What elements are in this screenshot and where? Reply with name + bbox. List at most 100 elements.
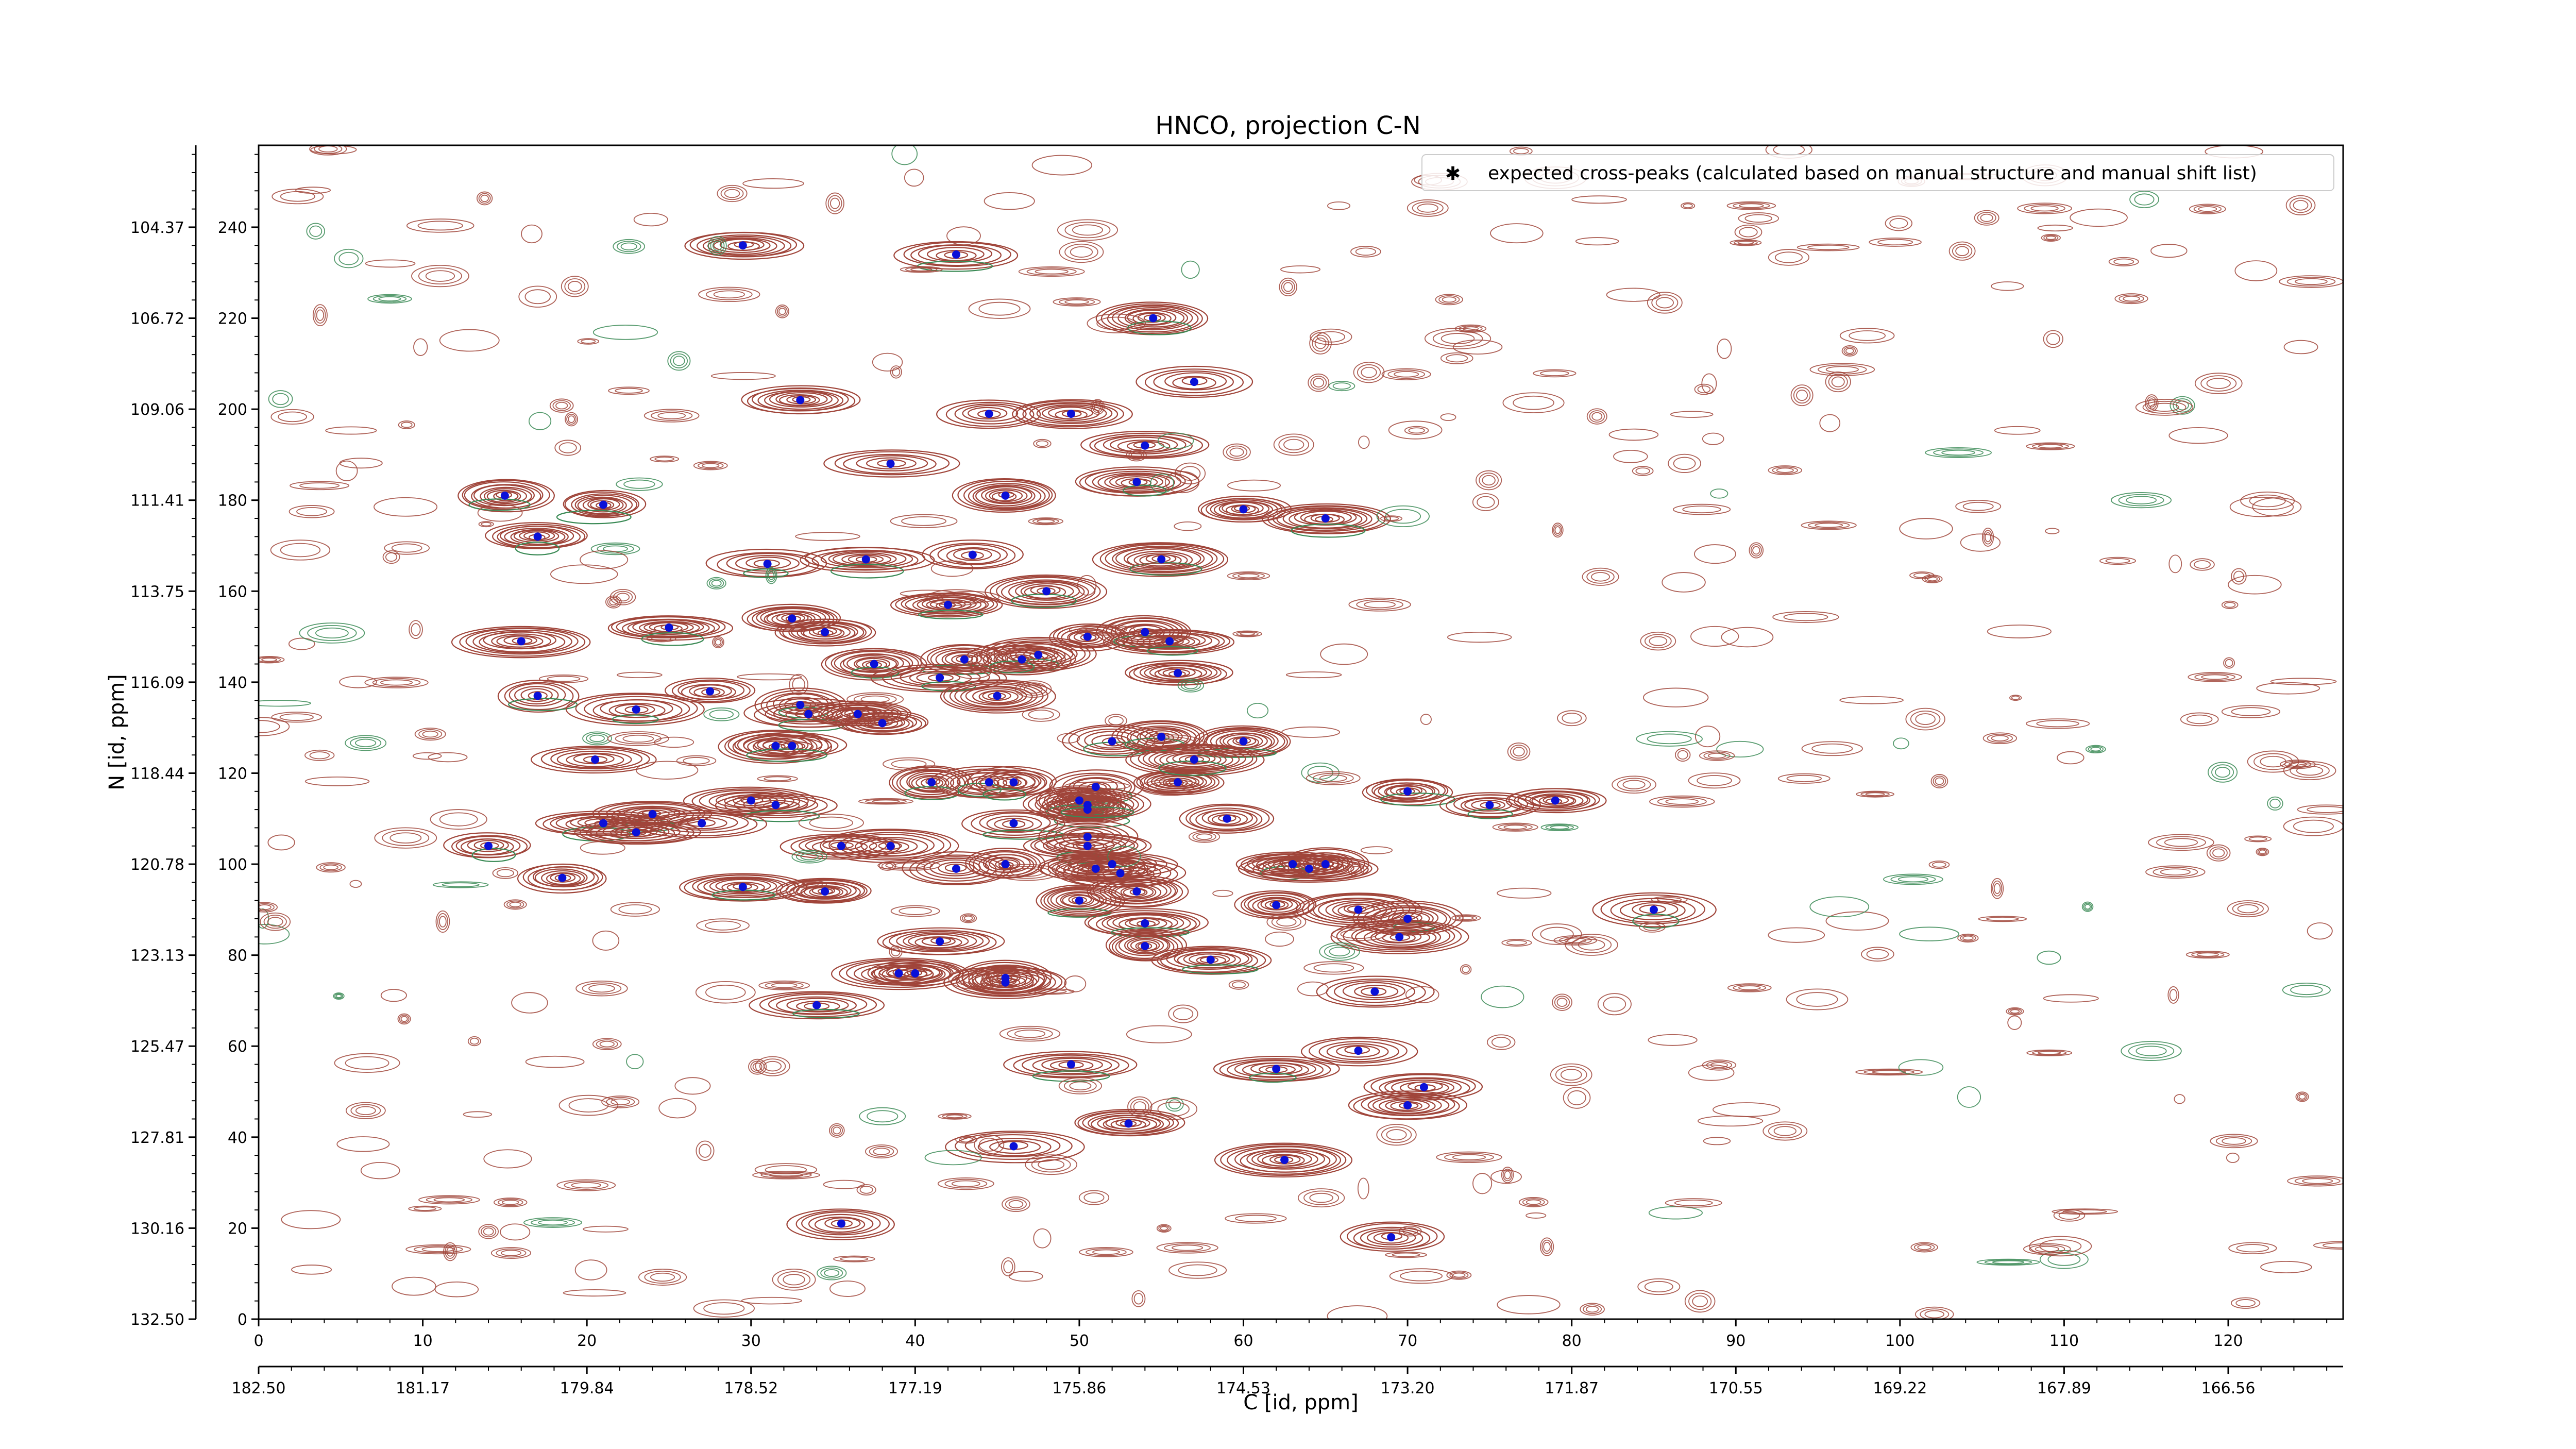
negative-noise-contour	[2134, 193, 2155, 206]
noise-contour	[1955, 499, 2002, 513]
peak-contour	[743, 797, 808, 812]
noise-contour	[325, 426, 377, 435]
noise-contour	[437, 913, 449, 930]
noise-contour	[1644, 634, 1672, 649]
noise-contour	[676, 755, 717, 766]
negative-noise-contour	[673, 356, 685, 366]
cross-peak-point	[591, 755, 600, 764]
noise-contour	[840, 1256, 869, 1261]
noise-contour	[413, 1206, 436, 1211]
noise-contour	[483, 1227, 494, 1236]
noise-contour	[2236, 1244, 2269, 1253]
peak-contour	[833, 552, 897, 566]
noise-contour	[1738, 985, 1761, 990]
noise-contour	[1090, 399, 1105, 415]
x-ppm-tick-label: 171.87	[1545, 1379, 1599, 1397]
cross-peak-point	[1321, 514, 1330, 523]
negative-noise-contour	[2118, 494, 2164, 507]
y-axis-label: N [id, ppm]	[105, 674, 129, 790]
noise-contour	[2168, 427, 2228, 444]
noise-contour	[1340, 929, 1378, 939]
x-tick-label: 60	[1233, 1332, 1253, 1350]
noise-contour	[1310, 328, 1352, 345]
noise-contour	[1550, 1063, 1592, 1086]
negative-noise-contour	[859, 1107, 906, 1125]
peak-contour	[1112, 545, 1213, 572]
peak-contour	[968, 971, 1045, 993]
cross-peak-point	[1387, 1233, 1396, 1242]
negative-noise-contour	[891, 145, 918, 165]
noise-contour	[962, 973, 991, 985]
peak-contour	[550, 872, 576, 883]
negative-noise-contour	[272, 393, 289, 406]
negative-noise-contour	[1992, 1260, 2025, 1265]
noise-contour	[2114, 293, 2148, 305]
peak-contour	[985, 488, 1028, 504]
noise-contour	[1786, 774, 1822, 782]
noise-contour	[1064, 243, 1098, 261]
noise-contour	[1490, 1170, 1522, 1184]
peak-contour	[1372, 1096, 1442, 1115]
noise-contour	[1503, 824, 1527, 830]
peak-contour	[459, 627, 586, 657]
peak-contour	[828, 830, 952, 861]
peak-contour	[955, 1132, 1073, 1160]
noise-contour	[1360, 846, 1393, 854]
cross-peak-point	[1042, 587, 1051, 596]
noise-contour	[577, 338, 600, 345]
cross-peak-point	[1149, 314, 1158, 323]
noise-contour	[1331, 927, 1387, 941]
noise-contour	[900, 266, 943, 273]
noise-contour	[1357, 364, 1381, 381]
peak-contour	[1352, 900, 1464, 936]
cross-peak-point	[1018, 655, 1026, 664]
peak-contour	[1539, 795, 1574, 806]
peak-contour	[565, 693, 705, 726]
noise-contour	[1699, 750, 1735, 761]
noise-contour	[581, 339, 596, 344]
cross-peak-point	[788, 614, 796, 623]
noise-contour	[981, 972, 993, 989]
x-ppm-tick-label: 169.22	[1873, 1379, 1927, 1397]
noise-contour	[1069, 1081, 1092, 1090]
noise-contour	[1768, 465, 1802, 476]
noise-contour	[1297, 981, 1329, 997]
cross-peak-point	[1009, 778, 1018, 787]
noise-contour	[421, 1246, 455, 1252]
negative-contour	[508, 698, 578, 711]
peak-contour	[855, 837, 928, 856]
noise-contour	[1501, 939, 1532, 947]
peak-contour	[1354, 985, 1399, 999]
noise-contour	[1092, 401, 1103, 413]
noise-contour	[1554, 526, 1561, 534]
noise-contour	[339, 676, 377, 688]
noise-contour	[1682, 506, 1721, 514]
noise-contour	[561, 276, 589, 297]
noise-contour	[1273, 433, 1314, 456]
noise-contour	[1914, 1306, 1954, 1319]
negative-noise-contour	[354, 738, 377, 748]
noise-contour	[398, 420, 415, 429]
cross-peak-point	[665, 623, 673, 632]
noise-contour	[1440, 333, 1475, 344]
cross-peak-point	[837, 841, 845, 850]
peak-contour	[820, 549, 913, 568]
noise-contour	[2229, 497, 2294, 517]
noise-contour	[1153, 738, 1188, 748]
noise-contour	[1108, 716, 1124, 726]
noise-contour	[1476, 470, 1502, 491]
noise-contour	[703, 1302, 745, 1315]
cross-peak-point	[1108, 860, 1116, 869]
noise-contour	[1350, 866, 1362, 875]
noise-contour	[2257, 848, 2268, 855]
peak-contour	[961, 809, 1065, 838]
peak-contour	[735, 555, 800, 572]
noise-contour	[1739, 203, 1764, 208]
negative-contour	[612, 714, 659, 724]
noise-contour	[889, 945, 903, 958]
peak-contour	[1136, 365, 1253, 398]
cross-peak-point	[1206, 955, 1215, 964]
noise-contour	[795, 532, 860, 541]
peak-contour	[846, 655, 899, 672]
noise-contour	[384, 541, 430, 555]
